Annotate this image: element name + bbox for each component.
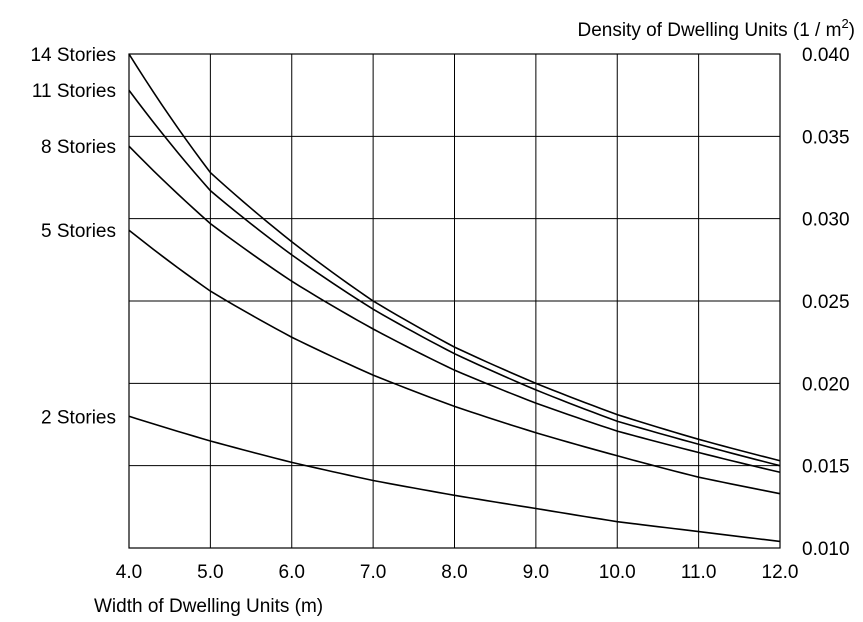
series-line-0 bbox=[128, 53, 781, 462]
grid bbox=[128, 53, 781, 549]
y-tick-label: 0.030 bbox=[802, 210, 850, 231]
plot-frame bbox=[128, 53, 781, 549]
y-axis-title-close: ) bbox=[849, 20, 855, 41]
series-line-2 bbox=[128, 145, 781, 474]
y-axis-title: Density of Dwelling Units (1 / m2) bbox=[577, 16, 855, 41]
y-tick-label: 0.015 bbox=[802, 457, 850, 478]
y-tick-label: 0.040 bbox=[802, 45, 850, 66]
y-tick-label: 0.035 bbox=[802, 127, 850, 148]
y-tick-label: 0.025 bbox=[802, 292, 850, 313]
x-tick-label: 11.0 bbox=[681, 562, 717, 583]
series-labels: 14 Stories 11 Stories 8 Stories 5 Stories 2 … bbox=[30, 45, 116, 428]
series-label-3: 5 Stories bbox=[41, 221, 116, 242]
series-label-0: 14 Stories bbox=[30, 45, 116, 66]
x-tick-label: 9.0 bbox=[523, 562, 549, 583]
series-line-4 bbox=[128, 415, 781, 543]
series-label-4: 2 Stories bbox=[41, 407, 116, 428]
y-axis-title-superscript: 2 bbox=[841, 16, 848, 31]
y-tick-labels: 0.010 0.015 0.020 0.025 0.030 0.035 0.040 bbox=[802, 45, 850, 560]
x-axis-title: Width of Dwelling Units (m) bbox=[94, 596, 323, 617]
x-tick-label: 10.0 bbox=[599, 562, 636, 583]
y-axis-title-main: Density of Dwelling Units (1 / m bbox=[577, 20, 841, 41]
x-tick-label: 8.0 bbox=[441, 562, 467, 583]
series-lines bbox=[128, 53, 781, 543]
x-tick-labels: 4.0 5.0 6.0 7.0 8.0 9.0 10.0 11.0 12.0 bbox=[116, 562, 799, 583]
series-line-1 bbox=[128, 89, 781, 467]
x-tick-label: 4.0 bbox=[116, 562, 142, 583]
series-line-3 bbox=[128, 229, 781, 495]
y-tick-label: 0.020 bbox=[802, 374, 850, 395]
series-label-1: 11 Stories bbox=[32, 81, 116, 102]
x-tick-label: 6.0 bbox=[279, 562, 305, 583]
y-tick-label: 0.010 bbox=[802, 539, 850, 560]
series-label-2: 8 Stories bbox=[41, 137, 116, 158]
x-tick-label: 12.0 bbox=[762, 562, 799, 583]
x-tick-label: 5.0 bbox=[197, 562, 223, 583]
x-tick-label: 7.0 bbox=[360, 562, 386, 583]
